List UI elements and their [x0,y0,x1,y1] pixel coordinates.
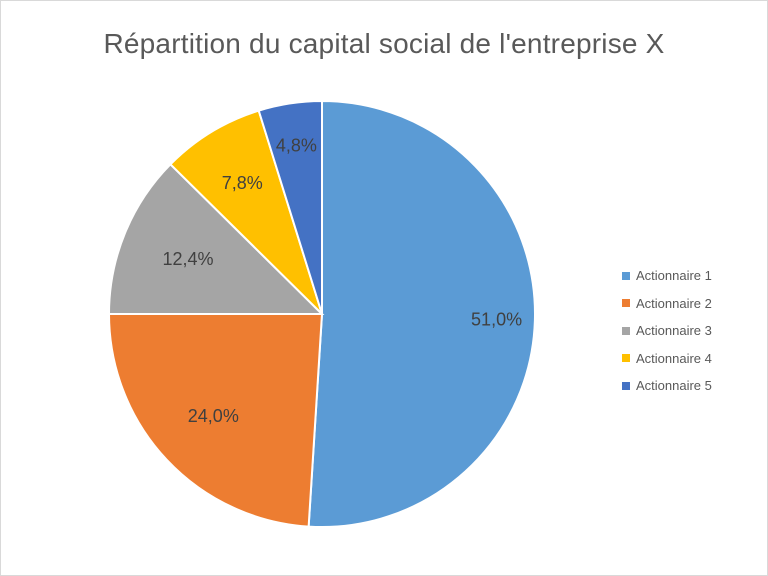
legend-label: Actionnaire 2 [636,295,712,311]
legend-label: Actionnaire 1 [636,268,712,284]
pie-slice-3 [107,162,325,315]
pie-slice-1 [307,99,536,528]
data-label-5: 4,8% [276,136,317,156]
data-label-3: 12,4% [162,249,213,269]
legend: Actionnaire 1 Actionnaire 2 Actionnaire … [622,262,712,400]
legend-label: Actionnaire 4 [636,350,712,366]
legend-item-actionnaire-1: Actionnaire 1 [622,262,712,290]
data-label-4: 7,8% [222,173,263,193]
pie-slice-5 [257,99,323,315]
legend-swatch [622,271,630,280]
chart-title: Répartition du capital social de l'entre… [103,28,665,59]
legend-label: Actionnaire 3 [636,323,712,339]
legend-item-actionnaire-5: Actionnaire 5 [622,372,712,400]
legend-item-actionnaire-2: Actionnaire 2 [622,290,712,318]
pie-slice-2 [107,313,324,528]
data-label-2: 24,0% [188,406,239,426]
pie-slice-4 [169,109,323,315]
legend-swatch [622,299,630,308]
legend-label: Actionnaire 5 [636,378,712,394]
legend-item-actionnaire-4: Actionnaire 4 [622,345,712,373]
legend-swatch [622,381,630,390]
legend-item-actionnaire-3: Actionnaire 3 [622,317,712,345]
data-labels: 51,0% 24,0% 12,4% 7,8% 4,8% [162,136,522,427]
legend-swatch [622,326,630,335]
legend-swatch [622,354,630,363]
pie-slices [107,99,536,528]
data-label-1: 51,0% [471,309,522,329]
